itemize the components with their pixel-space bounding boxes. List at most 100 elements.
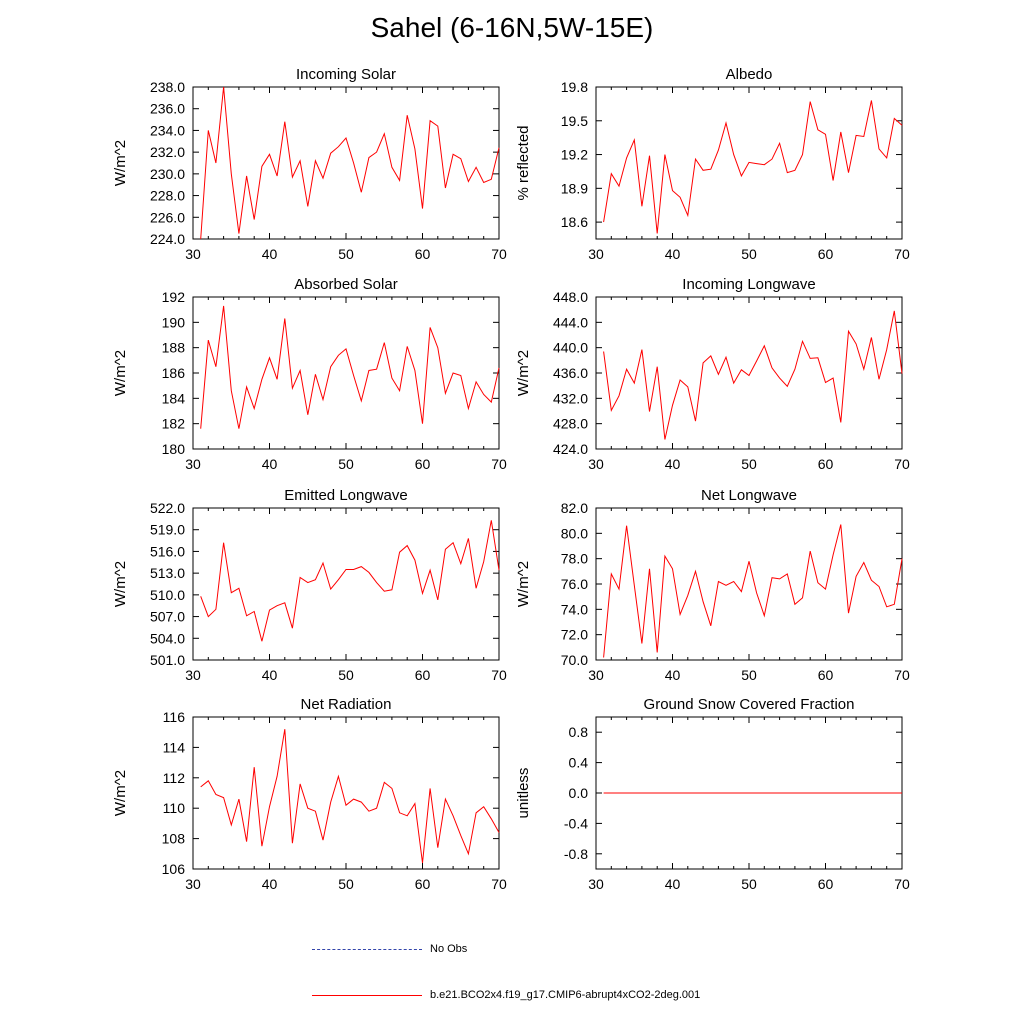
y-tick-label: 82.0 xyxy=(561,500,588,516)
y-tick-label: 510.0 xyxy=(150,587,185,603)
legend-model-line xyxy=(312,995,422,996)
x-tick-label: 60 xyxy=(415,246,431,262)
y-tick-label: 108 xyxy=(162,831,186,847)
panel-title: Incoming Solar xyxy=(296,66,396,83)
x-tick-label: 40 xyxy=(262,456,278,472)
y-tick-label: 112 xyxy=(163,770,186,786)
figure-title: Sahel (6-16N,5W-15E) xyxy=(370,12,654,43)
plot-frame xyxy=(192,507,500,661)
y-tick-label: 0.0 xyxy=(569,785,589,801)
series-line xyxy=(200,520,500,642)
x-tick-label: 70 xyxy=(894,876,910,892)
x-tick-label: 40 xyxy=(262,667,278,683)
x-tick-label: 30 xyxy=(185,246,201,262)
x-tick-label: 50 xyxy=(338,456,354,472)
x-tick-label: 50 xyxy=(741,667,757,683)
y-tick-label: 186 xyxy=(162,365,186,381)
x-tick-label: 50 xyxy=(741,246,757,262)
x-tick-label: 40 xyxy=(665,876,681,892)
y-tick-label: 192 xyxy=(162,289,186,305)
legend-obs-label: No Obs xyxy=(430,943,468,955)
series-line xyxy=(200,729,500,863)
x-tick-label: 70 xyxy=(894,667,910,683)
y-tick-label: 232.0 xyxy=(150,144,185,160)
x-tick-label: 50 xyxy=(741,876,757,892)
y-tick-label: 74.0 xyxy=(561,601,588,617)
y-tick-label: 234.0 xyxy=(150,122,185,138)
plot-frame xyxy=(595,507,903,661)
x-tick-label: 60 xyxy=(415,876,431,892)
x-tick-label: 30 xyxy=(588,667,604,683)
x-tick-label: 70 xyxy=(894,246,910,262)
x-tick-label: 30 xyxy=(588,876,604,892)
y-tick-label: 224.0 xyxy=(150,231,185,247)
y-tick-label: 184 xyxy=(162,390,186,406)
y-tick-label: 116 xyxy=(163,709,186,725)
legend-model: b.e21.BCO2x4.f19_g17.CMIP6-abrupt4xCO2-2… xyxy=(312,988,732,1004)
y-tick-label: 236.0 xyxy=(150,101,185,117)
y-tick-label: 444.0 xyxy=(553,314,588,330)
plot-frame xyxy=(192,716,500,870)
y-tick-label: 19.2 xyxy=(561,147,588,163)
panel-title: Net Longwave xyxy=(701,487,797,504)
series-line xyxy=(200,305,500,429)
y-tick-label: 0.8 xyxy=(569,724,589,740)
panel-title: Albedo xyxy=(726,66,773,83)
series-line xyxy=(200,86,500,240)
x-tick-label: 60 xyxy=(818,876,834,892)
y-tick-label: 436.0 xyxy=(553,365,588,381)
y-axis-label: W/m^2 xyxy=(112,350,129,396)
legend-obs: No Obs xyxy=(312,942,732,958)
y-tick-label: 448.0 xyxy=(553,289,588,305)
x-tick-label: 30 xyxy=(185,667,201,683)
y-tick-label: 440.0 xyxy=(553,340,588,356)
y-tick-label: 76.0 xyxy=(561,576,588,592)
y-axis-label: W/m^2 xyxy=(515,561,532,607)
y-tick-label: 424.0 xyxy=(553,441,588,457)
y-tick-label: 228.0 xyxy=(150,188,185,204)
y-tick-label: 78.0 xyxy=(561,551,588,567)
y-tick-label: 70.0 xyxy=(561,652,588,668)
x-tick-label: 70 xyxy=(894,456,910,472)
y-tick-label: 188 xyxy=(162,340,186,356)
x-tick-label: 30 xyxy=(588,246,604,262)
y-tick-label: 238.0 xyxy=(150,79,185,95)
y-tick-label: 522.0 xyxy=(150,500,185,516)
y-axis-label: % reflected xyxy=(515,125,532,200)
y-tick-label: 501.0 xyxy=(150,652,185,668)
y-tick-label: -0.4 xyxy=(564,815,588,831)
x-tick-label: 50 xyxy=(338,876,354,892)
x-tick-label: 40 xyxy=(665,667,681,683)
x-tick-label: 30 xyxy=(185,456,201,472)
panel-title: Incoming Longwave xyxy=(682,276,815,293)
panel-title: Net Radiation xyxy=(301,696,392,713)
y-tick-label: 18.6 xyxy=(561,214,588,230)
y-tick-label: 230.0 xyxy=(150,166,185,182)
y-tick-label: 19.5 xyxy=(561,113,588,129)
x-tick-label: 70 xyxy=(491,667,507,683)
y-tick-label: 516.0 xyxy=(150,543,185,559)
series-line xyxy=(603,310,903,440)
y-tick-label: 110 xyxy=(163,800,186,816)
x-tick-label: 40 xyxy=(262,876,278,892)
y-tick-label: 507.0 xyxy=(150,609,185,625)
series-line xyxy=(603,100,903,234)
y-tick-label: 106 xyxy=(162,861,186,877)
x-tick-label: 50 xyxy=(741,456,757,472)
y-tick-label: 519.0 xyxy=(150,522,185,538)
y-tick-label: 72.0 xyxy=(561,627,588,643)
y-axis-label: W/m^2 xyxy=(112,140,129,186)
plot-frame xyxy=(192,86,500,240)
y-tick-label: 226.0 xyxy=(150,209,185,225)
y-axis-label: W/m^2 xyxy=(112,770,129,816)
y-tick-label: 18.9 xyxy=(561,180,588,196)
y-tick-label: -0.8 xyxy=(564,846,588,862)
plot-frame xyxy=(595,296,903,450)
x-tick-label: 40 xyxy=(665,456,681,472)
x-tick-label: 40 xyxy=(262,246,278,262)
panel-title: Ground Snow Covered Fraction xyxy=(644,696,855,713)
y-tick-label: 504.0 xyxy=(150,630,185,646)
x-tick-label: 60 xyxy=(415,667,431,683)
legend-model-label: b.e21.BCO2x4.f19_g17.CMIP6-abrupt4xCO2-2… xyxy=(430,989,701,1001)
x-tick-label: 70 xyxy=(491,456,507,472)
